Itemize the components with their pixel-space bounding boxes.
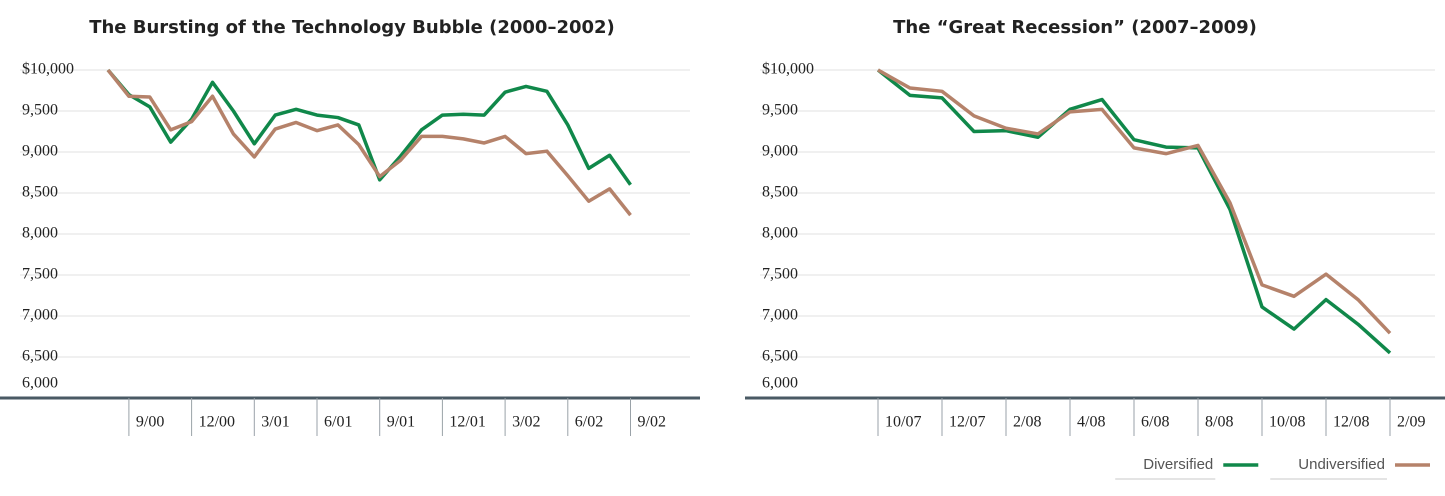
legend-label: Diversified <box>1143 456 1213 473</box>
x-tick-label: 4/08 <box>1077 414 1105 431</box>
y-tick-label: 9,500 <box>22 102 58 119</box>
chart-title: The “Great Recession” (2007–2009) <box>893 17 1257 38</box>
x-tick-label: 6/02 <box>575 414 603 431</box>
y-tick-label: 9,500 <box>762 102 798 119</box>
y-tick-label: 8,000 <box>22 225 58 242</box>
x-tick-label: 12/01 <box>449 414 485 431</box>
y-tick-label: $10,000 <box>22 61 74 78</box>
y-tick-label: $10,000 <box>762 61 814 78</box>
series-line <box>106 68 632 186</box>
legend-label: Undiversified <box>1298 456 1385 473</box>
y-tick-label: 8,500 <box>762 184 798 201</box>
y-tick-label: 9,000 <box>22 143 58 160</box>
y-tick-label: 7,500 <box>22 266 58 283</box>
y-tick-label: 9,000 <box>762 143 798 160</box>
y-tick-label: 6,500 <box>762 348 798 365</box>
series-line <box>106 68 632 217</box>
y-tick-label: 6,000 <box>762 375 798 392</box>
x-tick-label: 10/07 <box>885 414 921 431</box>
x-tick-label: 9/02 <box>638 414 666 431</box>
x-tick-label: 6/08 <box>1141 414 1169 431</box>
y-tick-label: 6,000 <box>22 375 58 392</box>
y-tick-label: 6,500 <box>22 348 58 365</box>
x-tick-label: 9/01 <box>387 414 415 431</box>
y-tick-label: 7,000 <box>762 307 798 324</box>
x-tick-label: 3/02 <box>512 414 540 431</box>
x-tick-label: 8/08 <box>1205 414 1233 431</box>
chart-title: The Bursting of the Technology Bubble (2… <box>89 17 615 38</box>
x-tick-label: 12/07 <box>949 414 985 431</box>
x-tick-label: 10/08 <box>1269 414 1305 431</box>
x-tick-label: 3/01 <box>261 414 289 431</box>
x-tick-label: 2/08 <box>1013 414 1041 431</box>
y-tick-label: 8,500 <box>22 184 58 201</box>
x-tick-label: 12/00 <box>199 414 235 431</box>
x-tick-label: 9/00 <box>136 414 164 431</box>
y-tick-label: 7,000 <box>22 307 58 324</box>
y-tick-label: 8,000 <box>762 225 798 242</box>
series-line <box>876 68 1392 355</box>
x-tick-label: 6/01 <box>324 414 352 431</box>
y-tick-label: 7,500 <box>762 266 798 283</box>
series-line <box>877 68 1392 335</box>
x-tick-label: 2/09 <box>1397 414 1425 431</box>
x-tick-label: 12/08 <box>1333 414 1369 431</box>
